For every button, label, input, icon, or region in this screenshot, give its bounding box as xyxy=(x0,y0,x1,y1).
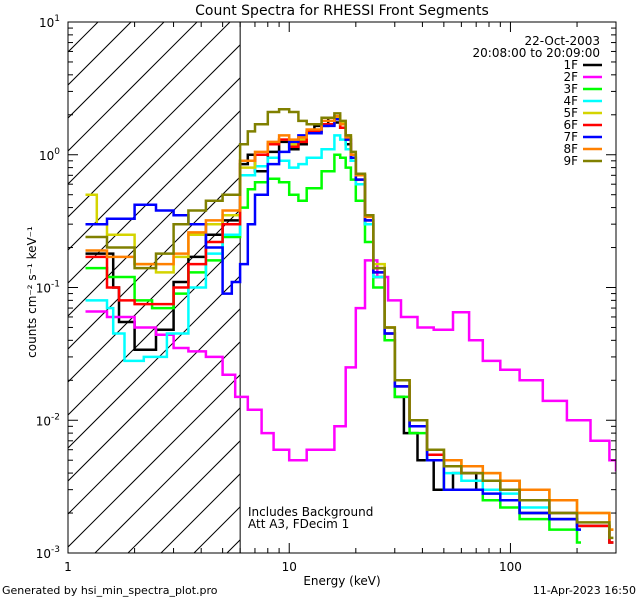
annotation-attenuator: Att A3, FDecim 1 xyxy=(248,517,349,531)
hatch-line xyxy=(68,22,198,152)
legend-label-7F: 7F xyxy=(563,130,578,144)
legend-label-3F: 3F xyxy=(563,82,578,96)
x-tick-label: 100 xyxy=(499,560,522,574)
axis-ticks xyxy=(67,22,617,554)
observation-date: 22-Oct-2003 xyxy=(524,34,600,48)
hatch-line xyxy=(68,209,241,383)
x-axis-label: Energy (keV) xyxy=(303,574,380,588)
y-tick-labels: 101 100 10-1 10-2 10-3 xyxy=(36,14,61,561)
y-tick-label: 10-2 xyxy=(36,412,60,428)
x-tick-label: 1 xyxy=(64,560,72,574)
hatch-line xyxy=(68,22,132,86)
series-lines xyxy=(85,108,616,544)
hatch-line xyxy=(68,143,241,317)
hatch-line xyxy=(68,341,241,515)
time-range: 20:08:00 to 20:09:00 xyxy=(473,46,600,60)
x-tick-label: 10 xyxy=(282,560,297,574)
footer-timestamp: 11-Apr-2023 16:50 xyxy=(533,584,636,597)
series-line-9F xyxy=(85,108,614,540)
hatch-line xyxy=(127,440,241,553)
footer-generator: Generated by hsi_min_spectra_plot.pro xyxy=(2,584,218,597)
hatch-line xyxy=(68,22,231,185)
y-tick-label: 101 xyxy=(39,14,60,30)
legend-label-4F: 4F xyxy=(563,94,578,108)
hatch-line xyxy=(94,407,241,553)
series-line-4F xyxy=(85,134,581,531)
x-tick-labels: 1 10 100 xyxy=(64,560,522,574)
legend-label-5F: 5F xyxy=(563,106,578,120)
legend-label-6F: 6F xyxy=(563,118,578,132)
legend-label-8F: 8F xyxy=(563,142,578,156)
y-tick-label: 10-3 xyxy=(36,545,60,561)
hatch-line xyxy=(68,242,241,416)
hatch-line xyxy=(68,374,241,548)
hatch-line xyxy=(68,22,165,119)
legend-label-2F: 2F xyxy=(563,70,578,84)
legend-label-1F: 1F xyxy=(563,58,578,72)
annotation-background: Includes Background xyxy=(248,505,373,519)
y-tick-label: 10-1 xyxy=(36,280,60,296)
chart-title: Count Spectra for RHESSI Front Segments xyxy=(195,3,489,19)
legend-label-9F: 9F xyxy=(563,154,578,168)
y-tick-label: 100 xyxy=(39,147,60,163)
series-line-7F xyxy=(85,118,581,531)
series-line-2F xyxy=(85,259,616,472)
hatch-line xyxy=(68,308,241,482)
hatch-line xyxy=(68,44,241,218)
y-axis-label: counts cm⁻² s⁻¹ keV⁻¹ xyxy=(25,226,39,358)
